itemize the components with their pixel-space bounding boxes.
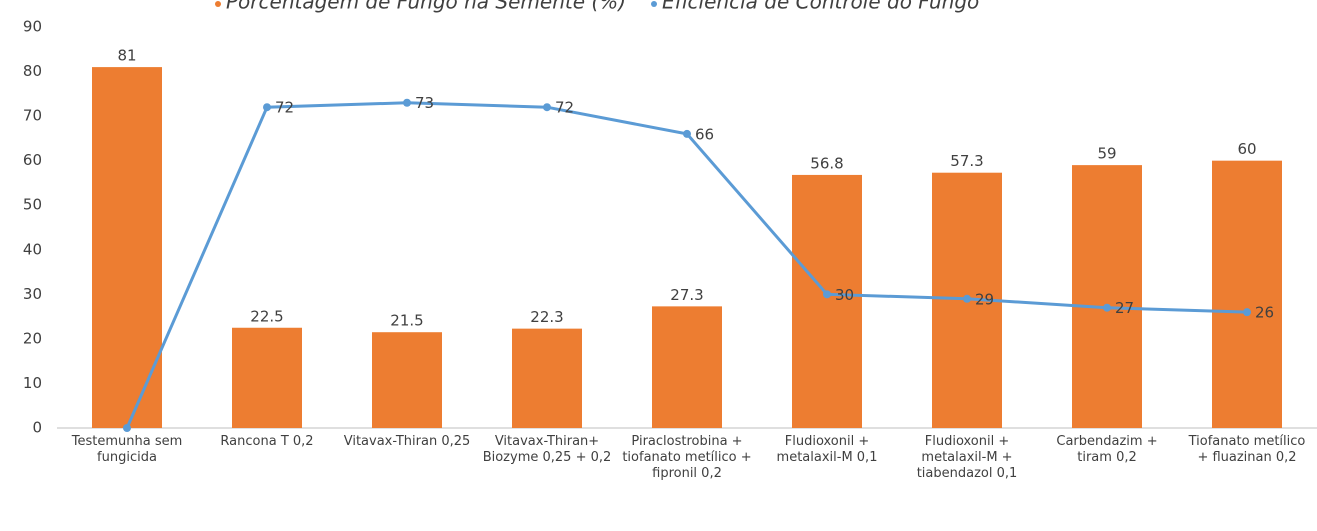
line-label: 27: [1115, 299, 1134, 317]
line-label: 73: [415, 94, 434, 112]
point: [263, 103, 271, 112]
bar: [92, 67, 162, 428]
bar-label: 21.5: [390, 312, 423, 330]
bar: [1072, 165, 1142, 428]
bar: [372, 332, 442, 428]
line-label: 26: [1255, 304, 1274, 322]
point: [403, 98, 411, 107]
y-tick-label: 70: [23, 107, 42, 125]
bar-label: 56.8: [810, 154, 843, 172]
line-label: 29: [975, 290, 994, 308]
bar-label: 57.3: [950, 152, 983, 170]
x-tick-label: Rancona T 0,2: [220, 434, 314, 449]
point: [543, 103, 551, 112]
x-tick-label: Carbendazim + tiram 0,2: [1056, 434, 1158, 465]
line-label: 72: [275, 99, 294, 117]
x-tick-label: Tiofanato metílico + fluazinan 0,2: [1188, 434, 1306, 465]
legend-marker: [651, 1, 657, 7]
x-tick-label: Fludioxonil + metalaxil-M 0,1: [776, 434, 878, 465]
line-label: 30: [835, 286, 854, 304]
bar: [1212, 160, 1282, 428]
y-tick-label: 10: [23, 374, 42, 392]
y-tick-label: 40: [23, 240, 42, 258]
bar-label: 22.5: [250, 307, 283, 325]
x-tick-label: Vitavax-Thiran 0,25: [343, 434, 471, 449]
x-tick-label: Testemunha sem fungicida: [71, 434, 183, 465]
bar-label: 60: [1237, 140, 1256, 158]
legend-marker: [215, 1, 221, 7]
point: [683, 129, 691, 138]
y-tick-label: 50: [23, 196, 42, 214]
y-tick-label: 90: [23, 18, 42, 36]
legend-label: Eficiência de Controle do Fungo: [662, 0, 979, 14]
bar-label: 59: [1097, 145, 1116, 163]
bar: [792, 174, 862, 428]
x-tick-label: Vitavax-Thiran+ Biozyme 0,25 + 0,2: [482, 434, 612, 465]
point: [1243, 308, 1251, 317]
y-tick-label: 80: [23, 62, 42, 80]
line-label: 66: [695, 125, 714, 143]
point: [963, 294, 971, 303]
bar: [512, 328, 582, 428]
legend-label: Porcentagem de Fungo na Semente (%): [226, 0, 626, 14]
bar-label: 27.3: [670, 286, 703, 304]
point: [123, 424, 131, 432]
y-tick-label: 60: [23, 151, 42, 169]
y-tick-label: 20: [23, 329, 42, 347]
bar: [652, 306, 722, 428]
bar-label: 81: [117, 47, 136, 65]
y-tick-label: 30: [23, 285, 42, 303]
point: [823, 290, 831, 299]
x-tick-label: Piraclostrobina + tiofanato metílico + f…: [622, 434, 752, 481]
bar: [232, 327, 302, 428]
bar-label: 22.3: [530, 308, 563, 326]
x-tick-label: Fludioxonil + metalaxil-M + tiabendazol …: [916, 434, 1018, 481]
line-label: 72: [555, 99, 574, 117]
point: [1103, 303, 1111, 312]
y-tick-label: 0: [32, 419, 42, 437]
